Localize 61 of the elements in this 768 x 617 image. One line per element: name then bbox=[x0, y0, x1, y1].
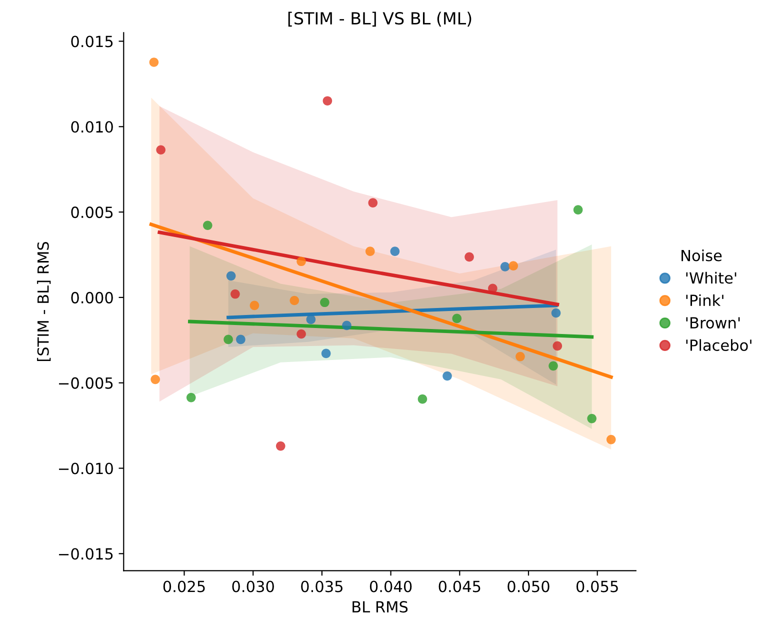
point bbox=[488, 284, 498, 294]
point bbox=[516, 352, 525, 362]
point bbox=[573, 205, 583, 214]
y-tick-label: −0.005 bbox=[59, 377, 113, 389]
point bbox=[452, 314, 462, 324]
point bbox=[418, 394, 428, 404]
point bbox=[390, 246, 400, 256]
legend-label: 'Placebo' bbox=[686, 339, 752, 351]
point bbox=[464, 252, 474, 262]
legend-label: 'Pink' bbox=[686, 294, 724, 306]
line-series bbox=[149, 222, 613, 379]
point bbox=[321, 348, 331, 358]
legend-label: 'White' bbox=[686, 272, 736, 284]
point bbox=[551, 308, 561, 318]
y-tick-label: 0.000 bbox=[71, 292, 113, 304]
x-axis-title: BL RMS bbox=[352, 601, 408, 613]
point bbox=[226, 271, 236, 281]
x-tick-label: 0.045 bbox=[438, 580, 480, 592]
point bbox=[606, 434, 616, 444]
line-series bbox=[158, 230, 560, 306]
point bbox=[296, 256, 306, 266]
point bbox=[552, 341, 562, 351]
point bbox=[156, 145, 166, 155]
point bbox=[150, 374, 160, 384]
point bbox=[296, 329, 306, 339]
point bbox=[224, 334, 233, 344]
legend-label: 'Brown' bbox=[686, 317, 740, 329]
point bbox=[508, 261, 518, 271]
point bbox=[276, 441, 286, 451]
point bbox=[202, 220, 212, 230]
point bbox=[236, 334, 246, 344]
point bbox=[230, 289, 240, 299]
y-tick-label: 0.010 bbox=[71, 121, 113, 133]
line-series bbox=[188, 320, 594, 339]
point bbox=[250, 300, 260, 310]
point bbox=[322, 96, 332, 106]
x-tick-label: 0.040 bbox=[370, 580, 412, 592]
x-tick-label: 0.030 bbox=[232, 580, 274, 592]
point bbox=[342, 320, 352, 330]
point bbox=[149, 58, 159, 67]
point bbox=[186, 392, 196, 402]
chart-title: [STIM - BL] VS BL (ML) bbox=[288, 12, 472, 27]
point bbox=[587, 414, 596, 424]
point bbox=[500, 262, 510, 272]
legend-title: Noise bbox=[682, 249, 722, 262]
y-tick-label: 0.005 bbox=[71, 206, 113, 218]
x-tick-label: 0.025 bbox=[163, 580, 205, 592]
point bbox=[320, 298, 330, 308]
point bbox=[368, 198, 378, 208]
x-tick-label: 0.055 bbox=[576, 580, 618, 592]
point bbox=[442, 371, 452, 381]
point bbox=[290, 296, 300, 306]
y-tick-label: −0.010 bbox=[59, 462, 113, 474]
y-axis-title: [STIM - BL] RMS bbox=[37, 242, 51, 362]
point bbox=[365, 246, 375, 256]
y-tick-label: −0.015 bbox=[59, 548, 113, 560]
point bbox=[548, 361, 558, 371]
x-tick-label: 0.050 bbox=[508, 580, 550, 592]
x-tick-label: 0.035 bbox=[301, 580, 342, 592]
y-tick-label: 0.015 bbox=[71, 36, 113, 48]
point bbox=[306, 314, 316, 324]
